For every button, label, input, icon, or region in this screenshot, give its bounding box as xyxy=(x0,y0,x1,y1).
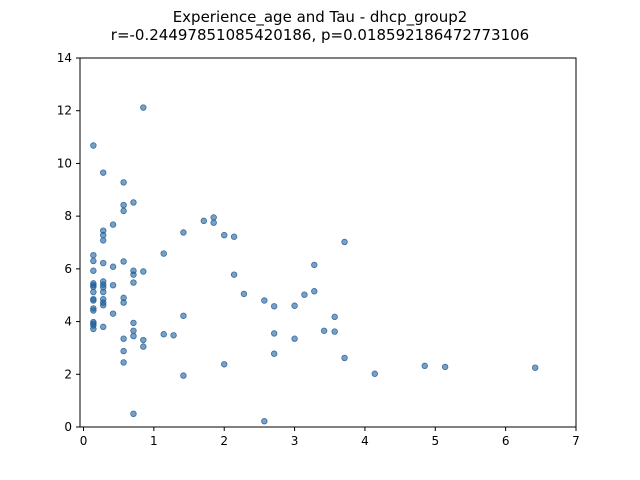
data-point xyxy=(180,229,187,236)
data-point xyxy=(100,259,107,267)
data-point xyxy=(230,271,238,278)
x-tick-label: 4 xyxy=(361,434,369,448)
data-point xyxy=(100,288,107,296)
data-point xyxy=(109,310,117,317)
data-point xyxy=(130,332,137,340)
data-point xyxy=(341,238,348,246)
data-point xyxy=(531,364,539,371)
data-point xyxy=(210,214,217,221)
data-point xyxy=(270,303,278,310)
data-point xyxy=(100,323,107,331)
data-point xyxy=(311,261,318,269)
y-tick-label: 4 xyxy=(64,315,72,329)
data-point xyxy=(120,299,127,306)
data-point xyxy=(130,410,137,418)
data-point xyxy=(120,258,127,265)
data-point xyxy=(140,336,147,344)
data-point xyxy=(120,359,127,366)
data-point xyxy=(170,332,177,339)
data-point xyxy=(130,199,137,206)
data-point xyxy=(120,335,127,342)
x-tick-label: 0 xyxy=(80,434,88,448)
y-axis: 0 2 4 6 8 10 12 14 xyxy=(57,51,80,434)
data-point xyxy=(341,354,348,362)
x-tick-label: 6 xyxy=(502,434,510,448)
data-point xyxy=(200,217,208,225)
y-tick-label: 14 xyxy=(57,51,72,65)
data-point xyxy=(180,312,187,319)
x-axis: 0 1 2 3 4 5 6 7 xyxy=(80,427,580,448)
y-tick-label: 8 xyxy=(64,209,72,223)
data-point xyxy=(221,231,228,239)
data-point xyxy=(100,231,107,239)
data-point xyxy=(90,251,97,259)
y-tick-label: 12 xyxy=(57,104,72,118)
data-point xyxy=(90,267,97,274)
data-point xyxy=(120,201,127,209)
data-point xyxy=(160,250,167,257)
data-point xyxy=(261,418,268,425)
data-point xyxy=(421,362,428,370)
x-tick-label: 5 xyxy=(431,434,439,448)
plot-area-frame xyxy=(79,57,577,428)
data-point xyxy=(100,302,107,309)
data-point xyxy=(291,302,298,309)
data-point xyxy=(90,288,97,296)
x-tick-label: 3 xyxy=(291,434,299,448)
data-point xyxy=(109,281,117,289)
data-point xyxy=(230,233,238,240)
data-point xyxy=(261,297,268,304)
y-tick-label: 2 xyxy=(64,367,72,381)
data-point xyxy=(160,331,167,338)
chart-subtitle: r=-0.24497851085420186, p=0.018592186472… xyxy=(111,26,529,44)
data-point xyxy=(109,263,117,270)
data-point xyxy=(120,347,127,355)
data-point xyxy=(90,297,97,304)
data-point xyxy=(90,142,97,149)
data-point xyxy=(210,219,217,226)
data-point xyxy=(331,328,338,335)
x-tick-label: 1 xyxy=(150,434,158,448)
data-point xyxy=(130,279,137,286)
data-point xyxy=(130,319,137,327)
data-point xyxy=(441,363,449,371)
data-point xyxy=(270,350,278,357)
data-point xyxy=(140,343,147,350)
data-point xyxy=(100,169,107,176)
x-tick-label: 2 xyxy=(220,434,228,448)
data-points xyxy=(90,104,539,425)
data-point xyxy=(109,221,117,228)
data-point xyxy=(140,268,147,275)
data-point xyxy=(120,179,127,186)
data-point xyxy=(371,370,378,377)
data-point xyxy=(331,313,338,321)
data-point xyxy=(140,104,147,111)
data-point xyxy=(130,271,137,278)
data-point xyxy=(120,207,127,215)
data-point xyxy=(270,330,278,337)
data-point xyxy=(291,335,298,342)
y-tick-label: 6 xyxy=(64,262,72,276)
data-point xyxy=(320,327,328,334)
x-tick-label: 7 xyxy=(572,434,580,448)
data-point xyxy=(90,283,97,290)
data-point xyxy=(130,327,137,334)
chart-title: Experience_age and Tau - dhcp_group2 xyxy=(173,8,468,27)
y-tick-label: 0 xyxy=(64,420,72,434)
data-point xyxy=(240,290,248,298)
data-point xyxy=(301,291,308,298)
data-point xyxy=(90,325,97,333)
data-point xyxy=(311,288,318,295)
data-point xyxy=(221,361,228,368)
data-point xyxy=(100,237,107,244)
data-point xyxy=(90,257,97,265)
data-point xyxy=(90,307,97,314)
data-point xyxy=(180,372,187,379)
y-tick-label: 10 xyxy=(57,156,72,170)
